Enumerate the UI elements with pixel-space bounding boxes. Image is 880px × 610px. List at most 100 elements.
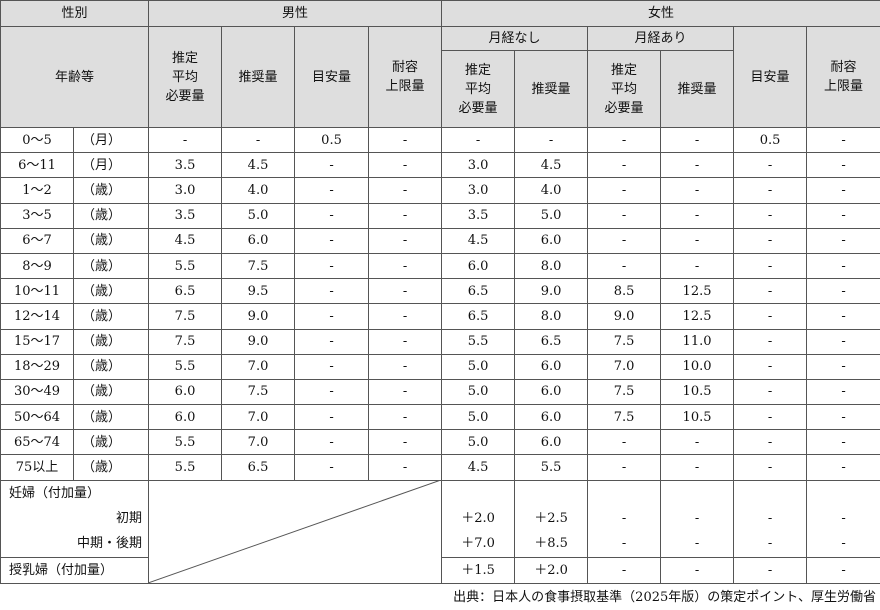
age-unit-cell: （歳） (72, 378, 150, 406)
value-cell: - (806, 126, 880, 154)
value-cell: 9.0 (587, 303, 662, 330)
value-cell: - (733, 152, 808, 179)
value-cell: 8.0 (514, 303, 589, 330)
value-cell: - (806, 378, 880, 406)
value-cell: 6.0 (221, 227, 296, 254)
value-cell: 11.0 (660, 328, 735, 355)
table-row: 6～7 （歳） 4.5 6.0- -4.5 6.0- - - - (0, 227, 880, 254)
pregnant-mid-late-label: 中期・後期 (0, 531, 150, 558)
value-cell: - (294, 303, 370, 330)
value-cell: - (733, 506, 808, 532)
value-cell: - (806, 252, 880, 280)
value-cell: 4.0 (514, 177, 589, 204)
value-cell: 10.5 (660, 378, 735, 406)
value-cell: 10.5 (660, 404, 735, 431)
table-row: 75以上 （歳） 5.5 6.5- -4.5 5.5- - - - (0, 454, 880, 481)
value-cell: - (368, 202, 443, 229)
age-range-cell: 0～5 (0, 126, 74, 154)
value-cell: - (368, 278, 443, 305)
value-cell: - (806, 152, 880, 179)
value-cell: - (587, 429, 662, 456)
age-unit-cell: （月） (72, 152, 150, 179)
value-cell: 4.0 (221, 177, 296, 204)
value-cell: - (368, 404, 443, 431)
value-cell: - (294, 328, 370, 355)
age-unit-cell: （歳） (72, 454, 150, 481)
header-no-menses: 月経なし (441, 26, 589, 51)
table-row: 3～5 （歳） 3.5 5.0- -3.5 5.0- - - - (0, 202, 880, 229)
value-cell: 5.0 (441, 353, 516, 380)
value-cell: 6.0 (148, 378, 223, 406)
value-cell: - (368, 227, 443, 254)
pregnant-early-label: 初期 (0, 506, 150, 532)
value-cell: ＋1.5 (441, 556, 516, 584)
value-cell: - (806, 556, 880, 584)
value-cell: - (294, 378, 370, 406)
value-cell: 5.5 (148, 252, 223, 280)
value-cell: 5.5 (148, 353, 223, 380)
nutrient-intake-table: 性別 男性 女性 年齢等 推定 平均 必要量 推奨量 目安量 耐容 上限量 月経なし … (0, 0, 880, 584)
value-cell: - (660, 126, 735, 154)
value-cell: - (733, 227, 808, 254)
value-cell: 9.5 (221, 278, 296, 305)
age-range-cell: 65～74 (0, 429, 74, 456)
value-cell: - (514, 126, 589, 154)
age-range-cell: 18～29 (0, 353, 74, 380)
value-cell: 3.0 (148, 177, 223, 204)
value-cell: - (368, 454, 443, 481)
age-range-cell: 3～5 (0, 202, 74, 229)
value-cell: 9.0 (221, 303, 296, 330)
age-range-cell: 1～2 (0, 177, 74, 204)
value-cell: - (587, 177, 662, 204)
value-cell: 3.0 (441, 152, 516, 179)
value-cell: - (587, 152, 662, 179)
header-sex: 性別 (0, 0, 150, 27)
value-cell: - (660, 531, 735, 558)
value-cell: - (733, 328, 808, 355)
lactating-label: 授乳婦（付加量） (0, 556, 150, 584)
value-cell: 5.0 (441, 378, 516, 406)
table-row: 0～5 （月） - -0.5- - - - -0.5- (0, 126, 880, 154)
age-range-cell: 15～17 (0, 328, 74, 355)
value-cell: 3.5 (148, 202, 223, 229)
value-cell: 7.0 (221, 404, 296, 431)
table-row: 8～9 （歳） 5.5 7.5- -6.0 8.0- - - - (0, 252, 880, 280)
age-range-cell: 8～9 (0, 252, 74, 280)
value-cell: - (294, 252, 370, 280)
value-cell: ＋2.0 (514, 556, 589, 584)
value-cell: 7.5 (587, 378, 662, 406)
value-cell: 6.5 (148, 278, 223, 305)
value-cell: 8.0 (514, 252, 589, 280)
value-cell: 9.0 (221, 328, 296, 355)
value-cell: 12.5 (660, 278, 735, 305)
value-cell: 4.5 (441, 227, 516, 254)
value-cell: - (733, 252, 808, 280)
header-male-ul: 耐容 上限量 (368, 26, 443, 128)
value-cell: - (660, 177, 735, 204)
value-cell: 7.0 (221, 353, 296, 380)
age-unit-cell: （歳） (72, 252, 150, 280)
header-female-ai: 目安量 (733, 26, 808, 128)
value-cell: 6.0 (148, 404, 223, 431)
age-range-cell: 10～11 (0, 278, 74, 305)
value-cell: - (441, 126, 516, 154)
value-cell: - (806, 278, 880, 305)
value-cell: - (806, 506, 880, 532)
value-cell: - (733, 556, 808, 584)
age-unit-cell: （月） (72, 126, 150, 154)
value-cell: - (368, 353, 443, 380)
value-cell: - (294, 404, 370, 431)
value-cell: - (587, 531, 662, 558)
age-unit-cell: （歳） (72, 328, 150, 355)
value-cell: - (806, 454, 880, 481)
value-cell: - (733, 454, 808, 481)
value-cell: - (148, 126, 223, 154)
value-cell: 4.5 (514, 152, 589, 179)
value-cell: 7.5 (221, 378, 296, 406)
value-cell: - (587, 126, 662, 154)
value-cell: - (587, 506, 662, 532)
value-cell: - (221, 126, 296, 154)
value-cell: - (733, 429, 808, 456)
age-unit-cell: （歳） (72, 202, 150, 229)
table-row: 10～11 （歳） 6.5 9.5- -6.5 9.0 8.5 12.5- - (0, 278, 880, 305)
